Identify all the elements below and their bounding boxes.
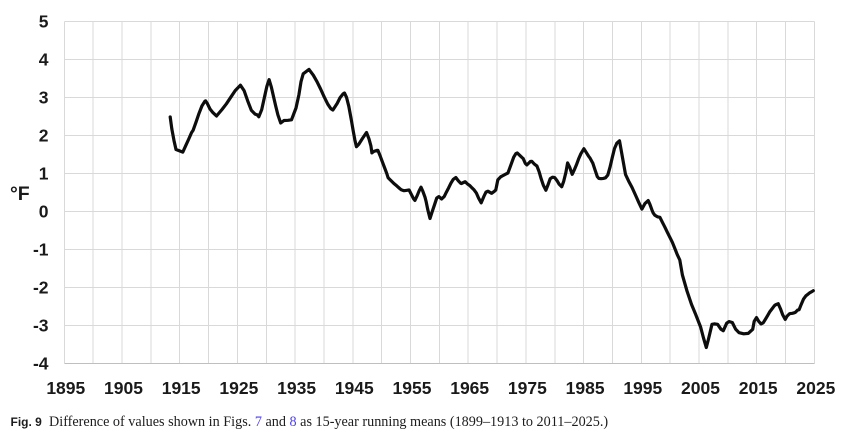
svg-text:1915: 1915 — [162, 378, 201, 398]
svg-text:1895: 1895 — [46, 378, 85, 398]
svg-text:Fig. 9: Fig. 9 — [11, 415, 43, 429]
svg-text:5: 5 — [39, 12, 49, 32]
svg-text:4: 4 — [39, 50, 49, 70]
svg-text:-3: -3 — [33, 316, 49, 336]
svg-text:Difference of values shown in: Difference of values shown in Figs. 7 an… — [49, 414, 608, 430]
svg-text:2005: 2005 — [681, 378, 720, 398]
svg-text:2015: 2015 — [739, 378, 778, 398]
svg-text:1935: 1935 — [277, 378, 316, 398]
svg-text:1995: 1995 — [623, 378, 662, 398]
svg-text:1985: 1985 — [566, 378, 605, 398]
svg-text:1925: 1925 — [219, 378, 258, 398]
svg-text:°F: °F — [10, 183, 30, 205]
svg-text:1955: 1955 — [393, 378, 432, 398]
svg-text:1905: 1905 — [104, 378, 143, 398]
svg-text:-4: -4 — [33, 354, 49, 374]
svg-text:1945: 1945 — [335, 378, 374, 398]
svg-text:-2: -2 — [33, 278, 49, 298]
svg-text:1: 1 — [39, 164, 49, 184]
svg-text:3: 3 — [39, 88, 49, 108]
svg-text:2: 2 — [39, 126, 49, 146]
svg-text:0: 0 — [39, 202, 49, 222]
svg-text:-1: -1 — [33, 240, 49, 260]
svg-text:1975: 1975 — [508, 378, 547, 398]
svg-text:2025: 2025 — [796, 378, 835, 398]
svg-text:1965: 1965 — [450, 378, 489, 398]
